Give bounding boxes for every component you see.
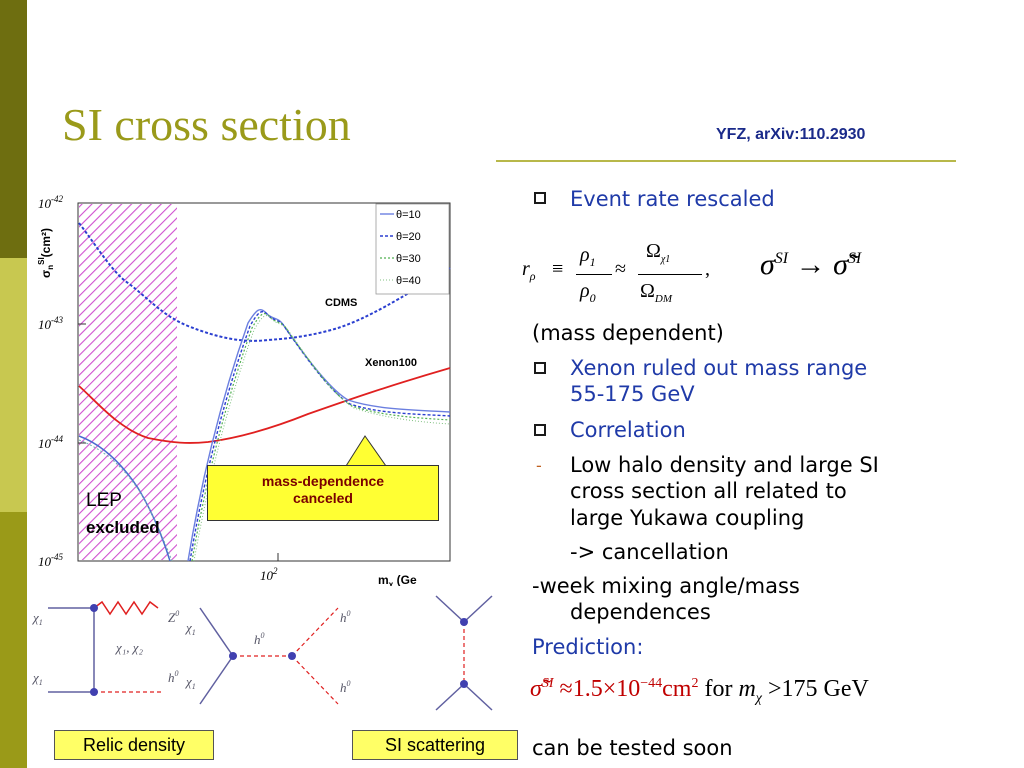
- y-tick-3: 10-44: [38, 434, 63, 451]
- sub-line-1: Low halo density and large SI: [570, 453, 879, 477]
- cdms-label: CDMS: [325, 297, 357, 309]
- week-line-1: -week mixing angle/mass: [532, 574, 800, 598]
- relic-h0-label: h0: [168, 669, 179, 685]
- callout-line-2: canceled: [293, 490, 353, 506]
- formula-r: rρ: [522, 258, 536, 283]
- lep-excluded-label: excluded: [86, 518, 160, 537]
- side-strip-middle: [0, 258, 27, 512]
- sub-line-3: large Yukawa coupling: [570, 506, 805, 530]
- relic-z0-label: Z0: [168, 609, 179, 625]
- svg-text:θ=30: θ=30: [396, 253, 421, 265]
- prediction-label: Prediction:: [532, 635, 644, 659]
- s-h0-bottom: h0: [340, 679, 351, 695]
- theta20-curve: [189, 311, 451, 562]
- z0-wavy-line: [93, 600, 159, 616]
- si-scattering-label: SI scattering: [352, 730, 518, 760]
- sub-line-4: -> cancellation: [570, 540, 729, 564]
- sigma-rescale-formula: σSI → σ̃SI: [760, 248, 862, 281]
- bullet-xenon-line2: 55-175 GeV: [570, 382, 695, 406]
- callout-line-1: mass-dependence: [261, 473, 385, 489]
- mass-dependence-callout: mass-dependence canceled: [207, 465, 439, 521]
- relic-chi1-top: χ1: [31, 610, 43, 627]
- formula-equiv: ≡: [552, 258, 564, 280]
- legend-box: [375, 203, 450, 295]
- xenon100-curve: [78, 367, 451, 444]
- s-chi1-top: χ1: [184, 620, 196, 637]
- x-tick: 102: [260, 566, 278, 583]
- svg-text:θ=40: θ=40: [396, 275, 421, 287]
- svg-text:θ=10: θ=10: [396, 209, 421, 221]
- x-axis-label: mχ (Ge: [378, 573, 417, 586]
- week-line-2: dependences: [570, 600, 711, 624]
- y-tick-1: 10-42: [38, 194, 63, 211]
- bullet-event-rate: Event rate rescaled: [570, 187, 775, 211]
- bullet-icon: [534, 362, 546, 374]
- svg-text:θ=20: θ=20: [396, 231, 421, 243]
- formula-rho0: ρ0: [580, 280, 596, 305]
- feynman-diagrams: χ1 χ1 χ₁, χ₂ Z0 h0 χ1 χ1 h0 h0 h0: [31, 595, 493, 711]
- tested-soon-text: can be tested soon: [532, 736, 733, 760]
- rescale-formula: rρ ≡ ρ1 ρ0 ≈ Ωχ1 ΩDM ,: [522, 240, 710, 305]
- bullet-correlation: Correlation: [570, 418, 686, 442]
- relic-chi1-bottom: χ1: [31, 670, 43, 687]
- formula-omega-dm: ΩDM: [640, 280, 672, 305]
- s-h0-top: h0: [340, 609, 351, 625]
- sub-line-2: cross section all related to: [570, 479, 847, 503]
- reference: YFZ, arXiv:110.2930: [716, 126, 866, 143]
- formula-approx: ≈: [615, 258, 626, 280]
- bullet-icon: [534, 424, 546, 436]
- s-h0-mid: h0: [254, 631, 265, 647]
- slide-title: SI cross section: [62, 99, 351, 150]
- y-tick-2: 10-43: [38, 315, 63, 332]
- s-chi1-bottom: χ1: [184, 674, 196, 691]
- formula-rho1: ρ1: [580, 244, 596, 269]
- low-mass-curve: [78, 435, 171, 562]
- side-strip-top: [0, 0, 27, 258]
- lep-label: LEP: [86, 490, 122, 511]
- xenon100-label: Xenon100: [365, 357, 417, 369]
- relic-mid-label: χ₁, χ₂: [114, 640, 143, 655]
- theta30-curve: [191, 313, 451, 562]
- title-rule: [496, 160, 956, 162]
- side-strip-bottom: [0, 512, 27, 768]
- lep-excluded-region: [79, 204, 177, 560]
- bullet-xenon-line1: Xenon ruled out mass range: [570, 356, 868, 380]
- legend-item-4: θ=40: [380, 275, 421, 287]
- theta10-curve: [187, 308, 451, 562]
- mass-dependent-text: (mass dependent): [532, 321, 724, 345]
- prediction-formula: σ̃SI ≈1.5×10−44cm2 for mχ >175 GeV: [530, 676, 869, 706]
- legend-item-1: θ=10: [380, 209, 421, 221]
- dash-bullet-icon: -: [536, 456, 542, 475]
- y-axis-label: σnSI(cm²): [37, 228, 55, 278]
- legend-item-3: θ=30: [380, 253, 421, 265]
- bullet-icon: [534, 192, 546, 204]
- relic-density-label: Relic density: [54, 730, 214, 760]
- y-tick-4: 10-45: [38, 552, 63, 569]
- legend-item-2: θ=20: [380, 231, 421, 243]
- formula-omega-chi: Ωχ1: [646, 240, 671, 265]
